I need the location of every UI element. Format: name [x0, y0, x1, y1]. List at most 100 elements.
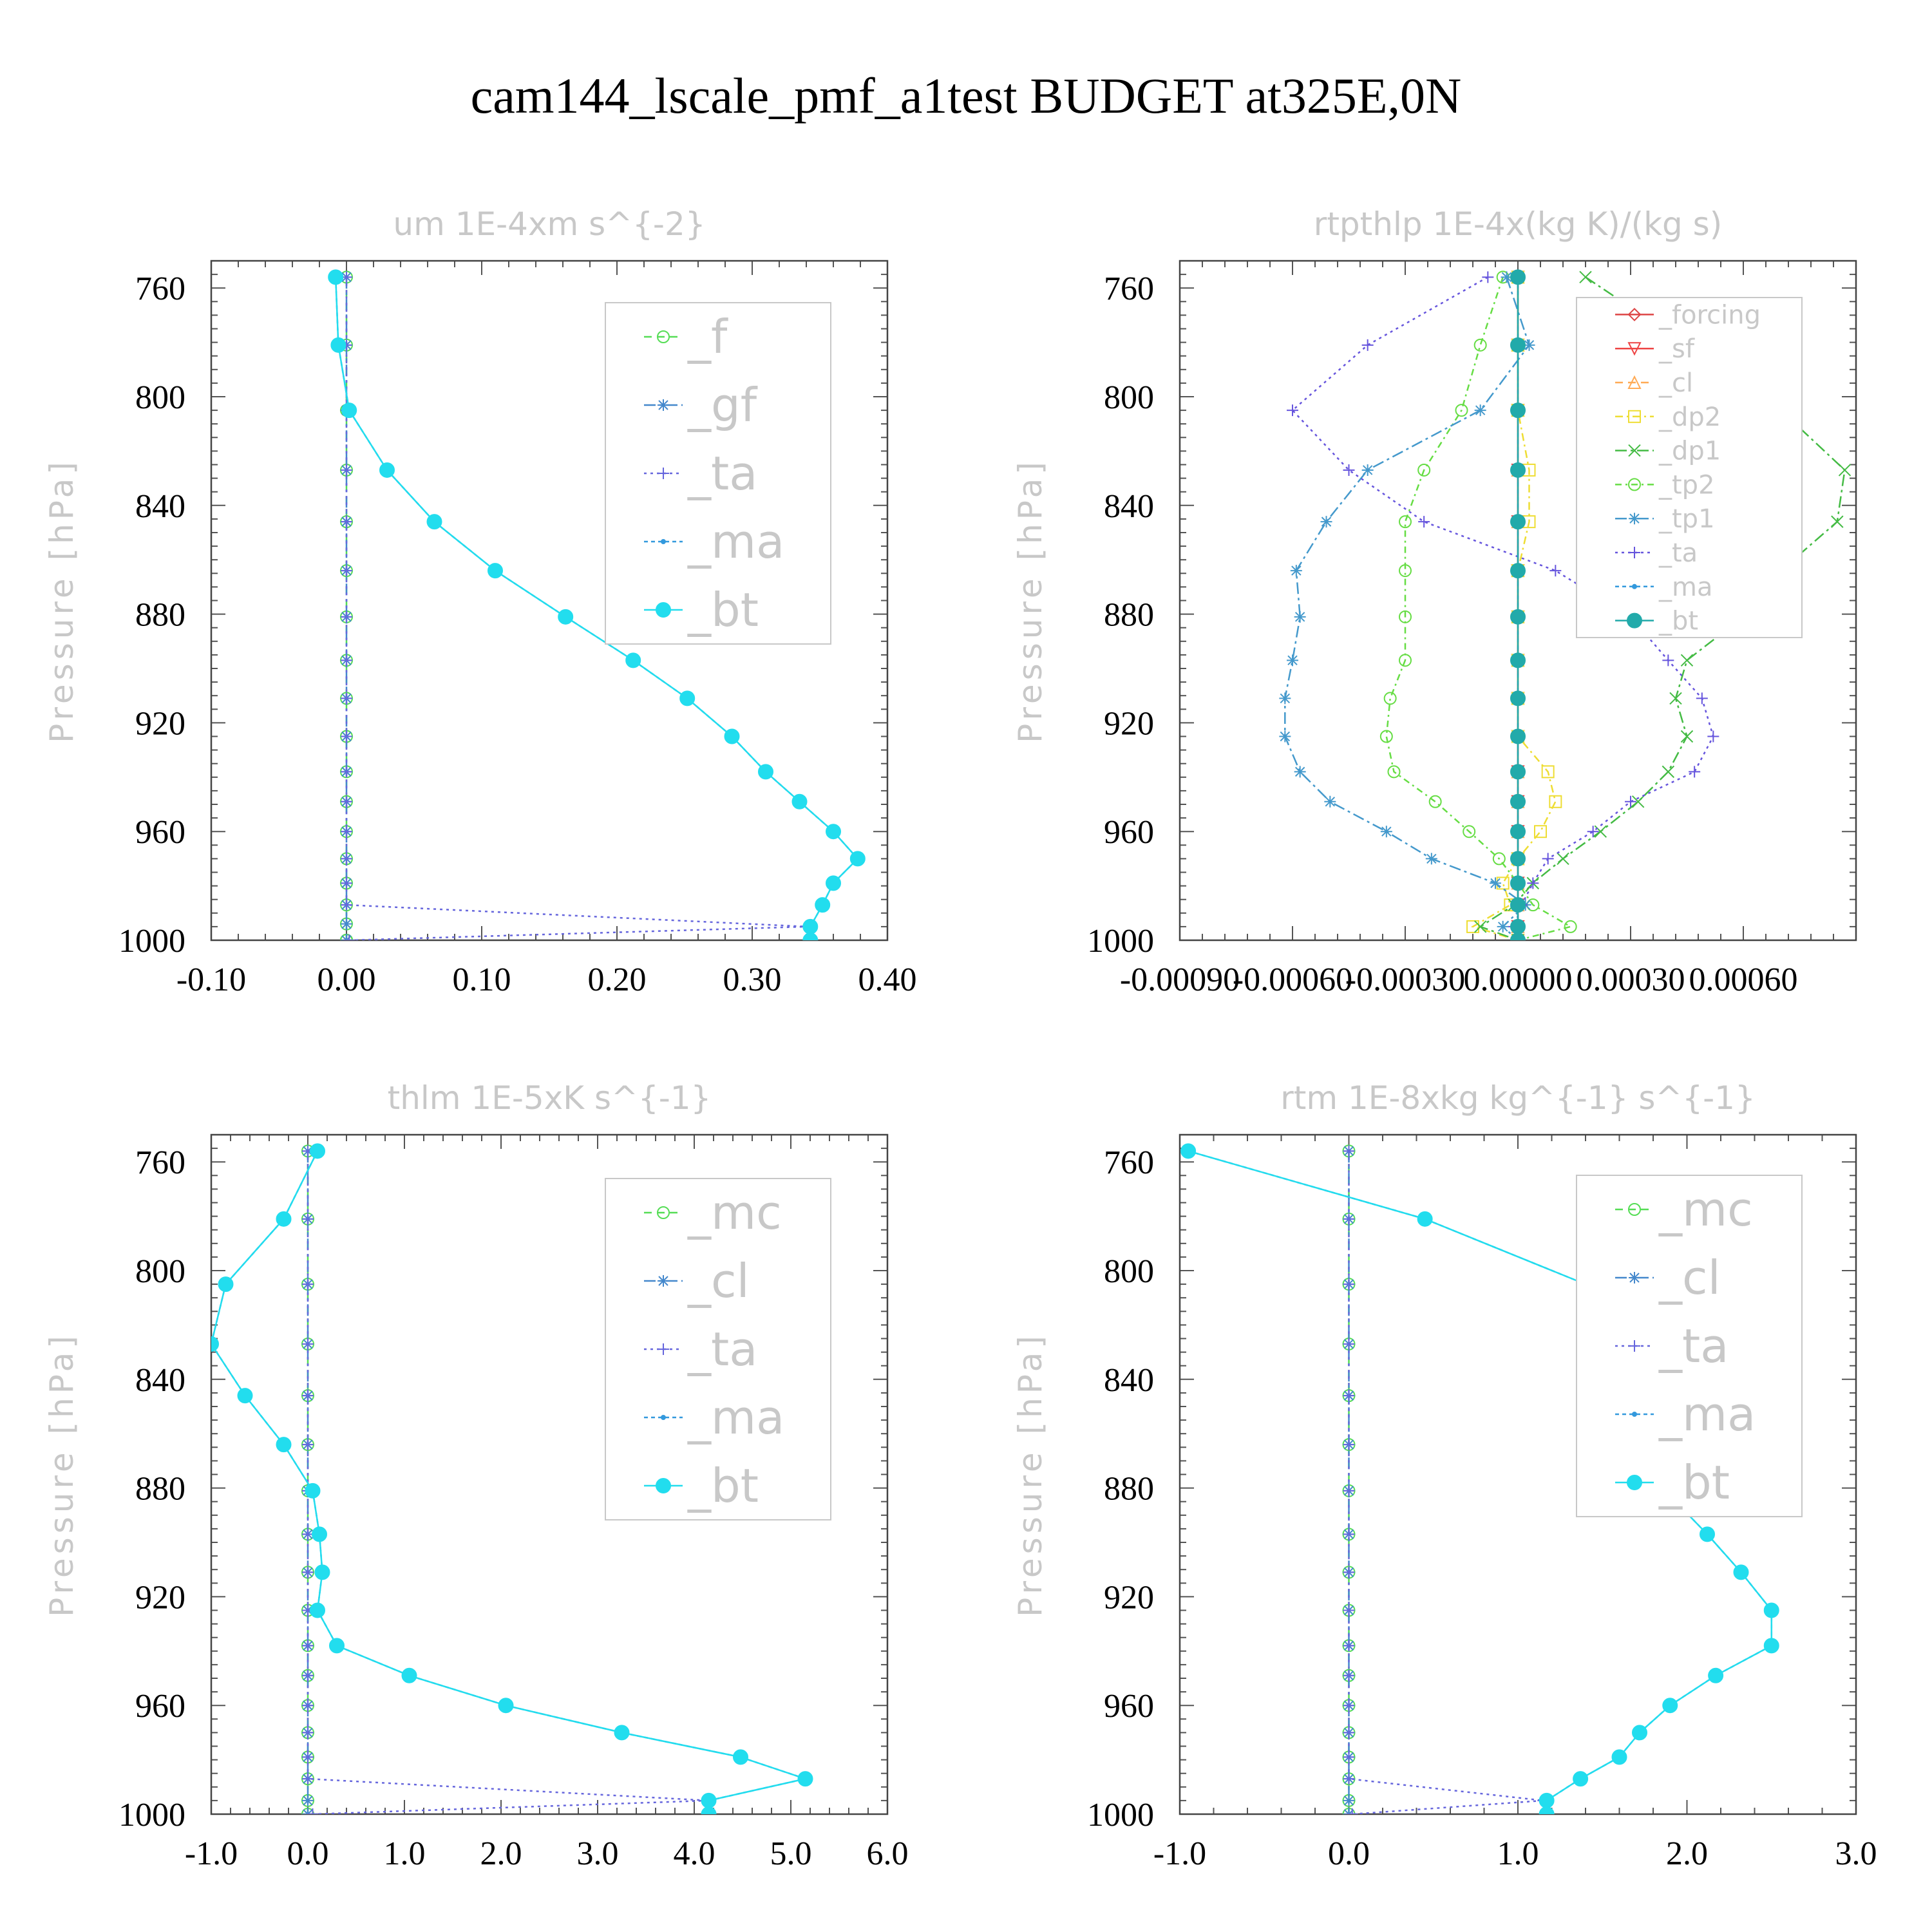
legend-label: _dp2 — [1658, 402, 1721, 432]
legend-label: _ta — [687, 1322, 757, 1376]
data-point — [276, 1211, 292, 1227]
data-point — [341, 516, 352, 528]
data-point — [1564, 920, 1577, 933]
data-point — [1399, 515, 1412, 529]
y-tick-label: 880 — [1104, 1471, 1154, 1508]
data-point — [1510, 793, 1526, 810]
legend-marker — [658, 399, 669, 411]
data-point — [1573, 1771, 1589, 1787]
y-tick-label: 920 — [135, 705, 185, 742]
data-point — [614, 1725, 630, 1741]
legend-marker — [661, 539, 666, 544]
data-point — [1632, 1725, 1647, 1741]
data-point — [488, 563, 503, 579]
data-point — [1343, 1278, 1355, 1291]
data-point — [1510, 690, 1526, 706]
data-point — [1510, 269, 1526, 285]
data-point — [310, 1143, 325, 1159]
data-point — [1324, 795, 1336, 808]
data-point — [302, 1751, 314, 1763]
data-point — [341, 826, 352, 838]
legend-marker — [1628, 1203, 1641, 1216]
legend-marker — [1629, 1340, 1640, 1352]
legend-label: _tp2 — [1658, 470, 1715, 500]
series-line — [1385, 276, 1573, 940]
y-tick-label: 880 — [135, 597, 185, 634]
data-point — [1669, 692, 1682, 705]
data-point — [1510, 652, 1526, 668]
data-point — [758, 764, 773, 780]
x-tick-label: 0.0 — [287, 1835, 329, 1872]
data-point — [341, 795, 352, 808]
legend-marker — [658, 1343, 669, 1355]
legend-marker — [1628, 478, 1641, 491]
x-tick-label: 0.00060 — [1689, 961, 1798, 998]
data-point — [1510, 764, 1526, 780]
x-tick-label: 1.0 — [1497, 1835, 1539, 1872]
panel-1: um 1E-4xm s^{-2} Pressure [hPa] 760 800 840 8… — [43, 205, 917, 998]
y-tick-label: 760 — [1104, 270, 1154, 307]
data-point — [1534, 825, 1547, 838]
data-point — [1287, 654, 1298, 667]
x-tick-label: -1.0 — [185, 1835, 238, 1872]
data-point — [1733, 1564, 1749, 1580]
data-point — [1343, 1338, 1355, 1350]
data-point — [1510, 462, 1526, 478]
data-point — [1417, 463, 1431, 477]
data-point — [379, 462, 395, 478]
data-point — [701, 1806, 717, 1814]
series-line — [1470, 277, 1557, 940]
data-point — [1343, 1727, 1355, 1739]
series-ta — [1343, 1145, 1549, 1814]
legend-label: _mc — [687, 1186, 782, 1240]
data-point — [341, 730, 352, 743]
data-point — [1557, 852, 1569, 866]
legend-marker — [1627, 342, 1642, 356]
series-line — [307, 1151, 709, 1814]
data-point — [1343, 1439, 1355, 1451]
y-axis-label: Pressure [hPa] — [1012, 1332, 1049, 1617]
data-point — [1425, 853, 1437, 865]
x-tick-label: 0.30 — [723, 961, 782, 998]
data-point — [1343, 1773, 1355, 1785]
legend-box — [605, 1178, 831, 1520]
data-point — [1343, 1566, 1355, 1578]
data-point — [341, 918, 352, 930]
legend-label: _ma — [687, 1390, 784, 1444]
legend-label: _bt — [1658, 607, 1698, 636]
data-point — [1474, 404, 1486, 417]
legend-marker — [656, 602, 671, 618]
legend-box — [605, 302, 831, 645]
data-point — [341, 853, 352, 865]
legend: _forcing _sf _cl _dp2 _dp1 _tp2 _tp1 _ta _ma _bt — [1576, 297, 1803, 638]
data-point — [1343, 1528, 1355, 1540]
plot-area — [328, 269, 866, 940]
data-point — [1700, 1526, 1715, 1542]
data-point — [1510, 402, 1526, 419]
x-tick-label: 0.0 — [1328, 1835, 1370, 1872]
y-tick-label: 960 — [1104, 814, 1154, 851]
data-point — [1763, 1602, 1779, 1618]
data-point — [302, 1700, 314, 1712]
legend-label: _bt — [687, 1459, 759, 1513]
legend-marker — [1627, 612, 1642, 629]
data-point — [1290, 565, 1302, 577]
plot-area — [1279, 269, 1852, 940]
data-point — [302, 1566, 314, 1578]
legend-label: _ma — [1658, 573, 1712, 602]
legend-marker — [1632, 1412, 1637, 1417]
data-point — [302, 1213, 314, 1225]
y-tick-label: 880 — [135, 1471, 185, 1508]
legend-marker — [1629, 1272, 1640, 1283]
data-point — [1579, 270, 1592, 284]
data-point — [1497, 920, 1509, 933]
x-tick-label: -1.0 — [1153, 1835, 1206, 1872]
data-point — [1680, 654, 1694, 667]
panels: um 1E-4xm s^{-2} Pressure [hPa] 760 800 840 8… — [43, 205, 1877, 1872]
panel-title: thlm 1E-5xK s^{-1} — [388, 1079, 712, 1117]
y-tick-label: 1000 — [1087, 1797, 1154, 1833]
legend-label: _gf — [687, 378, 758, 432]
data-point — [1294, 766, 1306, 778]
data-point — [1387, 765, 1401, 779]
legend-label: _bt — [687, 583, 759, 637]
